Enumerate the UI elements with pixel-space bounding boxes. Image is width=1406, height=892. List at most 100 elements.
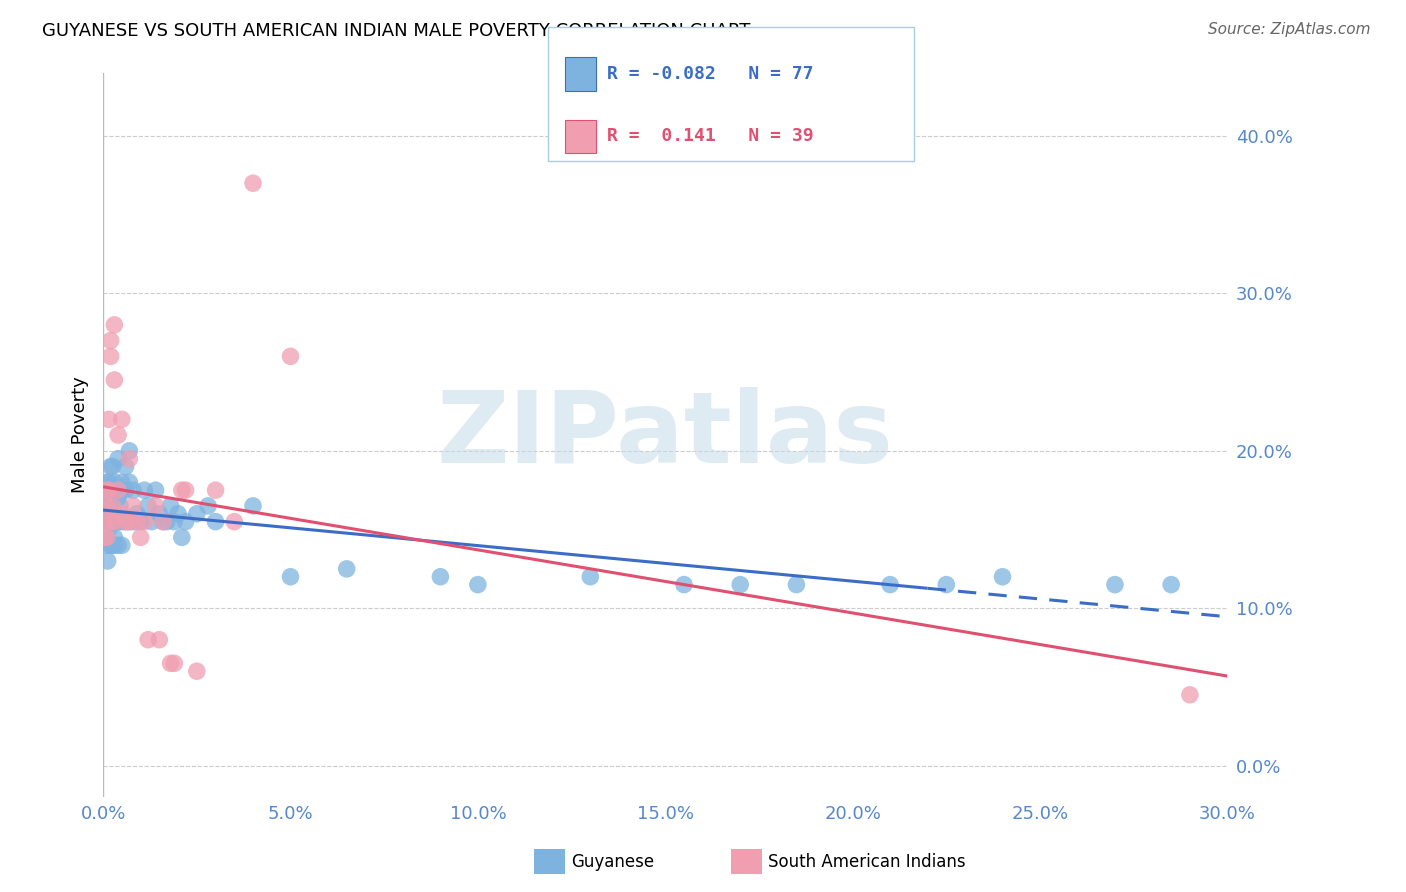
South American Indians — [103, 515, 125, 529]
South American Indians — [170, 483, 193, 498]
South American Indians — [280, 349, 302, 363]
Guyanese — [118, 515, 141, 529]
Guyanese — [96, 475, 118, 490]
Guyanese — [97, 499, 120, 513]
South American Indians — [134, 515, 156, 529]
Guyanese — [96, 515, 118, 529]
Guyanese — [111, 515, 134, 529]
Guyanese — [336, 562, 359, 576]
South American Indians — [103, 318, 125, 332]
Guyanese — [103, 530, 125, 544]
Guyanese — [122, 515, 145, 529]
Guyanese — [100, 538, 122, 552]
Guyanese — [728, 577, 751, 591]
Guyanese — [103, 538, 125, 552]
Guyanese — [145, 483, 167, 498]
South American Indians — [186, 664, 208, 678]
Guyanese — [94, 507, 117, 521]
Guyanese — [785, 577, 807, 591]
Guyanese — [167, 507, 190, 521]
Guyanese — [879, 577, 901, 591]
Guyanese — [107, 538, 129, 552]
South American Indians — [122, 499, 145, 513]
Text: Source: ZipAtlas.com: Source: ZipAtlas.com — [1208, 22, 1371, 37]
Guyanese — [108, 499, 131, 513]
South American Indians — [96, 530, 118, 544]
Text: Guyanese: Guyanese — [571, 853, 654, 871]
Guyanese — [935, 577, 957, 591]
Guyanese — [129, 515, 152, 529]
Guyanese — [118, 443, 141, 458]
Guyanese — [197, 499, 219, 513]
Guyanese — [100, 483, 122, 498]
South American Indians — [100, 334, 122, 348]
Text: GUYANESE VS SOUTH AMERICAN INDIAN MALE POVERTY CORRELATION CHART: GUYANESE VS SOUTH AMERICAN INDIAN MALE P… — [42, 22, 751, 40]
Guyanese — [97, 507, 120, 521]
Guyanese — [100, 515, 122, 529]
Text: R =  0.141   N = 39: R = 0.141 N = 39 — [607, 128, 814, 145]
Guyanese — [174, 515, 197, 529]
Guyanese — [111, 483, 134, 498]
Guyanese — [103, 483, 125, 498]
Guyanese — [94, 530, 117, 544]
Guyanese — [991, 570, 1014, 584]
Guyanese — [96, 483, 118, 498]
South American Indians — [100, 515, 122, 529]
Guyanese — [107, 515, 129, 529]
South American Indians — [107, 483, 129, 498]
Guyanese — [136, 499, 159, 513]
South American Indians — [125, 515, 148, 529]
South American Indians — [163, 657, 186, 671]
Guyanese — [100, 538, 122, 552]
South American Indians — [96, 499, 118, 513]
Guyanese — [100, 515, 122, 529]
Guyanese — [111, 475, 134, 490]
South American Indians — [204, 483, 226, 498]
Guyanese — [114, 459, 136, 474]
Guyanese — [103, 515, 125, 529]
Guyanese — [97, 523, 120, 537]
Guyanese — [96, 538, 118, 552]
Guyanese — [97, 515, 120, 529]
South American Indians — [118, 451, 141, 466]
Guyanese — [107, 451, 129, 466]
Guyanese — [204, 515, 226, 529]
South American Indians — [159, 657, 181, 671]
Guyanese — [97, 475, 120, 490]
Guyanese — [101, 459, 124, 474]
Guyanese — [134, 483, 156, 498]
Guyanese — [170, 530, 193, 544]
Guyanese — [114, 483, 136, 498]
South American Indians — [111, 412, 134, 426]
Guyanese — [163, 515, 186, 529]
South American Indians — [145, 499, 167, 513]
Guyanese — [242, 499, 264, 513]
South American Indians — [103, 373, 125, 387]
Guyanese — [429, 570, 451, 584]
South American Indians — [111, 507, 134, 521]
Guyanese — [125, 507, 148, 521]
Guyanese — [467, 577, 489, 591]
South American Indians — [93, 530, 115, 544]
Guyanese — [156, 515, 179, 529]
Guyanese — [141, 515, 163, 529]
Guyanese — [148, 507, 170, 521]
Guyanese — [103, 507, 125, 521]
Guyanese — [105, 515, 128, 529]
Text: ZIPatlas: ZIPatlas — [437, 386, 894, 483]
Guyanese — [107, 491, 129, 505]
Guyanese — [114, 515, 136, 529]
Guyanese — [97, 554, 120, 568]
Guyanese — [100, 507, 122, 521]
Guyanese — [103, 475, 125, 490]
South American Indians — [118, 515, 141, 529]
Guyanese — [159, 499, 181, 513]
Guyanese — [280, 570, 302, 584]
South American Indians — [152, 515, 174, 529]
South American Indians — [97, 412, 120, 426]
South American Indians — [1178, 688, 1201, 702]
Guyanese — [111, 538, 134, 552]
Guyanese — [100, 459, 122, 474]
Guyanese — [122, 483, 145, 498]
South American Indians — [148, 632, 170, 647]
